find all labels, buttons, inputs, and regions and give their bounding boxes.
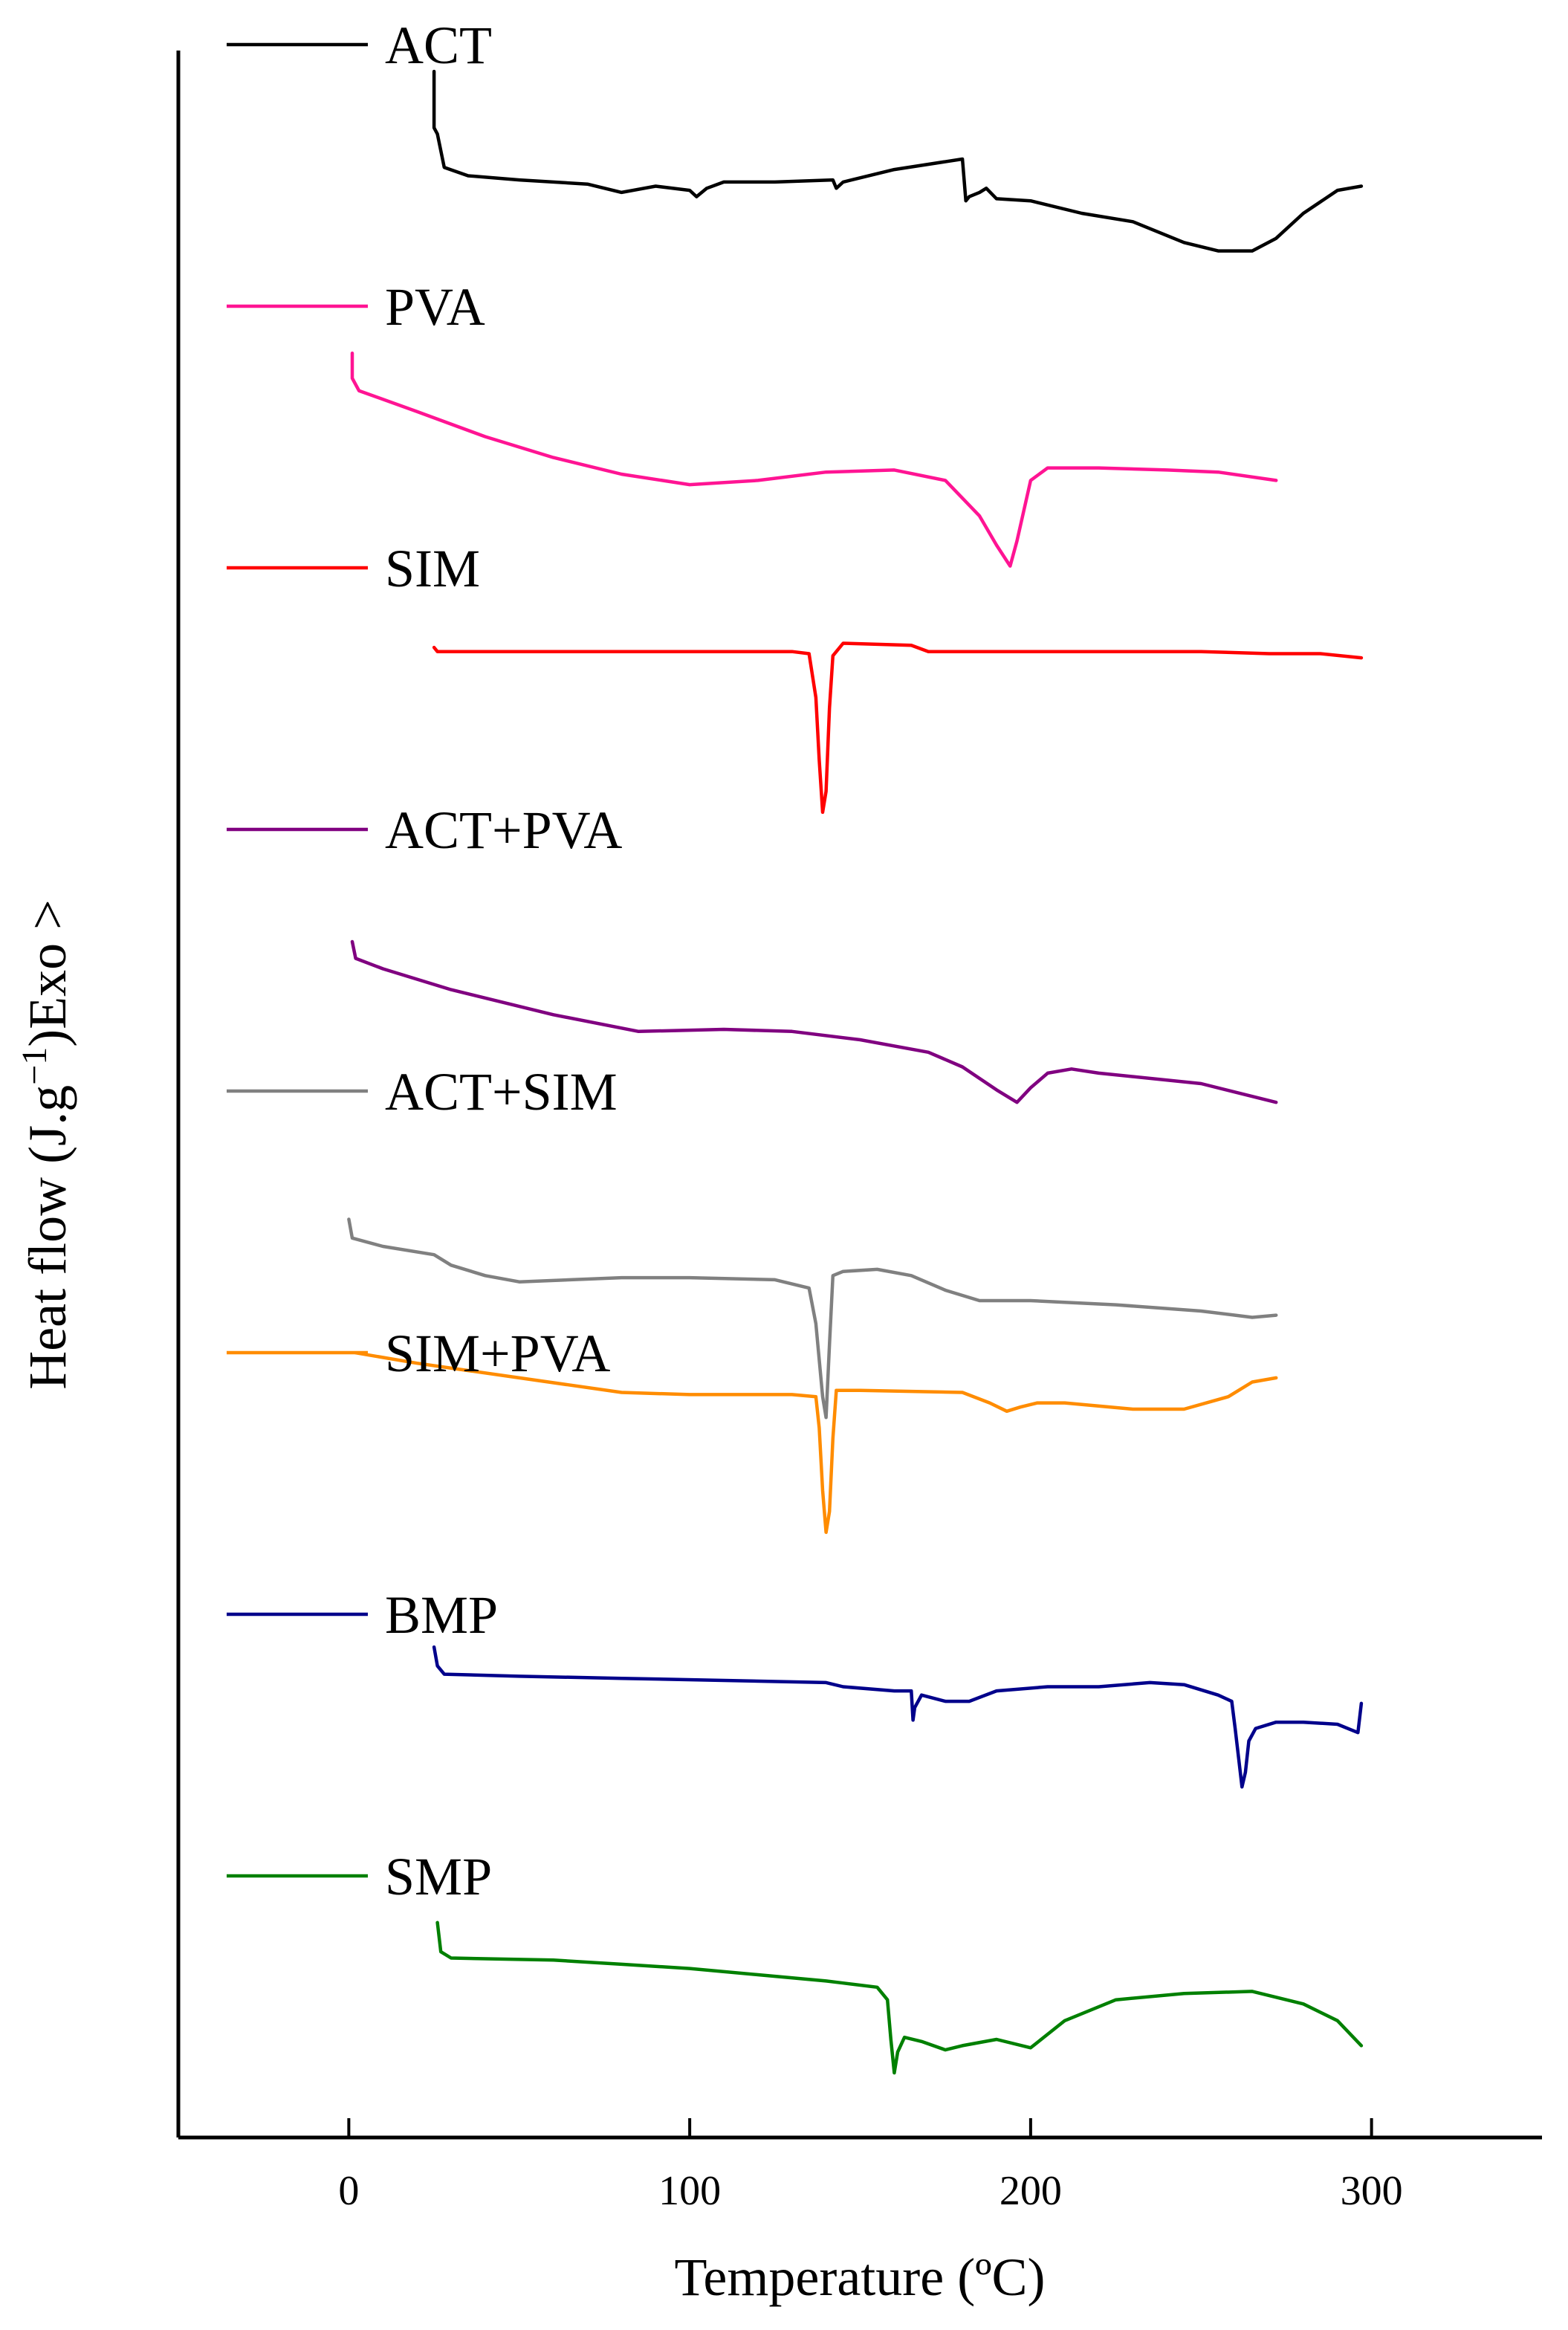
legend-label-act: ACT [385,16,492,75]
series-line-act-pva [350,939,1278,1104]
axes [176,51,1542,2140]
series-line-sim [432,641,1364,815]
series-line-smp [435,1920,1364,2075]
legend-label-pva: PVA [385,277,485,337]
legend-label-act-pva: ACT+PVA [385,800,622,860]
legend-label-sim: SIM [385,539,480,598]
y-axis-title-superscript: −1 [15,1047,54,1085]
x-axis-title: Temperature (ºC) [674,2248,1045,2307]
legend-label-bmp: BMP [385,1585,498,1645]
x-tick-label: 200 [1000,2168,1062,2214]
series-line-act [432,69,1364,253]
y-axis-title-tail: )Exo > [18,899,77,1047]
x-tick-label: 300 [1341,2168,1403,2214]
x-axis-ticks: 0 100 200 300 [338,2118,1403,2214]
series-line-sim-pva [354,1350,1278,1534]
series-line-pva [350,351,1278,568]
y-axis-title-main: Heat flow (J.g [18,1085,77,1390]
series-line-bmp [432,1645,1364,1789]
legend-label-smp: SMP [385,1847,492,1906]
legend: ACT PVA SIM ACT+PVA ACT+SIM SIM+PVA BMP SMP [227,16,622,1906]
legend-label-sim-pva: SIM+PVA [385,1324,610,1383]
legend-label-act-sim: ACT+SIM [385,1062,618,1122]
series-group [347,69,1364,2075]
y-axis-title: Heat flow (J.g−1)Exo > [15,899,77,1390]
x-tick-label: 0 [338,2168,359,2214]
x-tick-label: 100 [658,2168,721,2214]
series-line-act-sim [347,1217,1278,1420]
